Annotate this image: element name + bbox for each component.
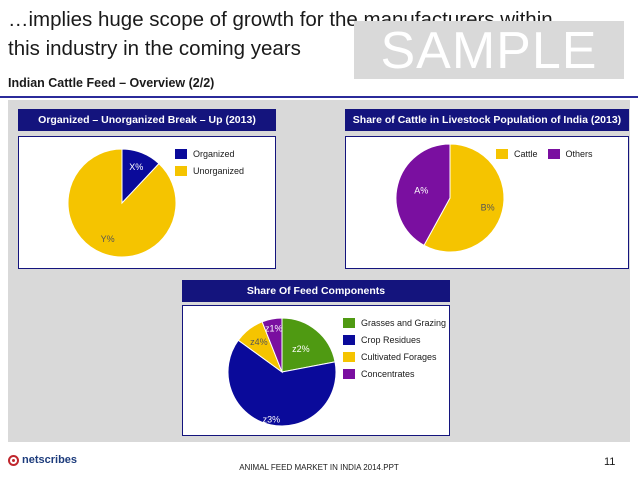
- title-divider: [0, 96, 638, 98]
- feed-data-label-concentrates: z1%: [265, 324, 283, 334]
- cattle-pie-slice-cattle: [423, 143, 505, 253]
- feed-pie-slice-grasses-and-grazing: [281, 317, 336, 373]
- org-chart-box: X% Y% Organized Unorganized: [18, 136, 276, 269]
- legend-item-organized: Organized: [175, 145, 244, 162]
- logo-icon: [8, 454, 19, 466]
- feed-legend: Grasses and Grazing Crop Residues Cultiv…: [343, 314, 446, 382]
- footer-source: ANIMAL FEED MARKET IN INDIA 2014.PPT: [239, 463, 399, 472]
- page-number: 11: [604, 456, 616, 468]
- legend-item-cultivated-forages: Cultivated Forages: [343, 348, 446, 365]
- legend-item-unorganized: Unorganized: [175, 162, 244, 179]
- org-data-label-unorganized: Y%: [101, 234, 115, 244]
- cattle-chart-box: B% A% Cattle Others: [345, 136, 629, 269]
- feed-pie-slice-crop-residues: [227, 339, 337, 427]
- legend-label-organized: Organized: [193, 148, 235, 159]
- cattle-pie-svg: B% A%: [395, 143, 505, 253]
- legend-label-others: Others: [565, 149, 593, 159]
- org-pie-slice-unorganized: [67, 148, 177, 258]
- sample-watermark: SAMPLE: [354, 21, 624, 79]
- org-pie-svg: X% Y%: [67, 148, 177, 258]
- org-data-label-organized: X%: [129, 162, 143, 172]
- legend-swatch-cultivated-forages: [343, 351, 355, 362]
- legend-label-unorganized: Unorganized: [193, 165, 245, 176]
- legend-label-cattle: Cattle: [514, 149, 538, 159]
- legend-swatch-grasses: [343, 317, 355, 328]
- cattle-pie-slice-others: [395, 143, 451, 247]
- slide-subtitle: Indian Cattle Feed – Overview (2/2): [8, 76, 215, 90]
- feed-data-label-grasses-and-grazing: z2%: [292, 344, 310, 354]
- legend-item-cattle: Cattle: [496, 148, 538, 160]
- cattle-chart-title: Share of Cattle in Livestock Population …: [345, 109, 629, 131]
- legend-label-grasses: Grasses and Grazing: [361, 317, 447, 328]
- legend-label-concentrates: Concentrates: [361, 368, 415, 379]
- legend-swatch-cattle: [496, 149, 508, 159]
- cattle-legend: Cattle Others: [496, 148, 593, 160]
- org-legend: Organized Unorganized: [175, 145, 244, 179]
- legend-swatch-organized: [175, 148, 187, 159]
- feed-pie-slice-concentrates: [261, 317, 283, 373]
- feed-chart-box: z2% z3% z4% z1% Grasses and Grazing Crop Re…: [182, 305, 450, 436]
- legend-item-grasses: Grasses and Grazing: [343, 314, 446, 331]
- cattle-data-label-cattle: B%: [481, 203, 495, 213]
- legend-item-others: Others: [547, 148, 593, 160]
- legend-item-crop-residues: Crop Residues: [343, 331, 446, 348]
- cattle-data-label-others: A%: [414, 186, 428, 196]
- sample-watermark-text: SAMPLE: [380, 22, 598, 80]
- legend-label-cultivated-forages: Cultivated Forages: [361, 351, 437, 362]
- logo-text: netscribes: [22, 454, 78, 466]
- legend-swatch-unorganized: [175, 165, 187, 176]
- feed-chart-title: Share Of Feed Components: [182, 280, 450, 302]
- legend-swatch-crop-residues: [343, 334, 355, 345]
- netscribes-logo: netscribes: [8, 454, 77, 466]
- feed-pie-svg: z2% z3% z4% z1%: [227, 317, 337, 427]
- org-chart-title: Organized – Unorganized Break – Up (2013…: [18, 109, 276, 131]
- legend-swatch-others: [547, 149, 560, 159]
- feed-data-label-cultivated-forages: z4%: [250, 337, 268, 347]
- legend-item-concentrates: Concentrates: [343, 365, 446, 382]
- legend-label-crop-residues: Crop Residues: [361, 334, 421, 345]
- feed-data-label-crop-residues: z3%: [263, 414, 281, 424]
- legend-swatch-concentrates: [343, 368, 355, 379]
